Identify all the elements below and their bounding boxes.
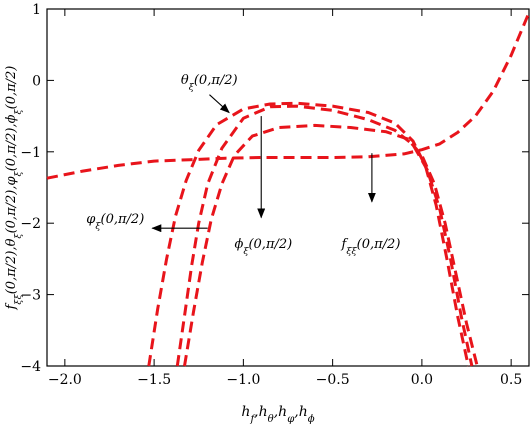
y-axis-label: fξξ(0,π/2),θξ(0,π/2),φξ(0,π/2),ϕξ(0,π/2) (4, 66, 24, 311)
tick-layer: −2.0 −1.5 −1.0 −0.5 0.0 0.5 −4 −3 −2 −1 0 1 (20, 2, 529, 388)
annotation-label-0-2: φξ(0,π/2) (86, 212, 144, 232)
series-line-0-2 (175, 104, 474, 367)
x-tick-label: −1.0 (226, 372, 260, 388)
series-line-0-2 (183, 123, 479, 367)
plot-frame (46, 8, 530, 367)
annotation-arrow (209, 94, 230, 114)
x-tick-label: −0.5 (316, 372, 350, 388)
y-tick-label: −1 (20, 145, 41, 161)
y-tick-label: 0 (32, 73, 41, 89)
y-tick-label: −4 (20, 359, 41, 375)
y-tick-label: −2 (20, 216, 41, 232)
x-tick-label: −2.0 (48, 372, 82, 388)
y-tick-label: −3 (20, 288, 41, 304)
x-tick-label: 0.5 (500, 372, 522, 388)
annotation-layer: θξ(0,π/2) φξ(0,π/2) ϕξ(0,π/2) fξξ(0,π/2) (86, 73, 400, 257)
x-tick-label: −1.5 (137, 372, 171, 388)
x-tick-label: 0.0 (411, 372, 433, 388)
annotation-label-f-0-2: fξξ(0,π/2) (341, 237, 401, 257)
y-tick-label: 1 (32, 2, 41, 18)
series-line-f-0-2 (46, 12, 531, 180)
series-line-0-2 (147, 101, 470, 367)
axis-label-layer: hf,hθ,hφ,hϕ fξξ(0,π/2),θξ(0,π/2),φξ(0,π/2… (4, 66, 315, 425)
annotation-label-0-2: θξ(0,π/2) (181, 73, 238, 93)
annotation-label-0-2: ϕξ(0,π/2) (234, 237, 292, 257)
x-axis-label: hf,hθ,hφ,hϕ (241, 404, 314, 425)
series-layer (46, 12, 531, 367)
